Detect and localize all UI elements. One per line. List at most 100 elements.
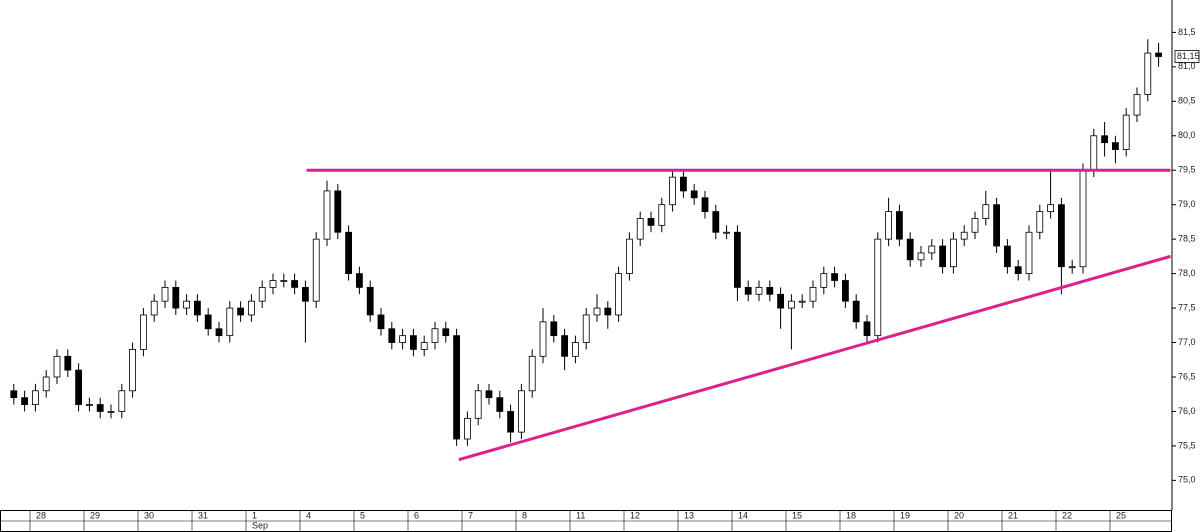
candle-body: [172, 286, 180, 309]
candle-body: [712, 211, 720, 233]
y-tick-label: 78,0: [1178, 268, 1196, 278]
candle-body: [701, 197, 709, 212]
candle-body: [636, 218, 644, 240]
candle-body: [798, 300, 806, 303]
candle-body: [993, 204, 1000, 247]
y-tick-label: 77,0: [1178, 337, 1196, 347]
candle-body: [896, 211, 903, 240]
y-tick-label: 79,5: [1178, 165, 1196, 175]
candle-body: [269, 280, 277, 288]
y-tick-label: 75,0: [1178, 475, 1196, 485]
candle-body: [539, 321, 547, 357]
candle-body: [42, 376, 50, 392]
y-tick-label: 81,0: [1178, 61, 1196, 71]
candle-body: [550, 321, 558, 337]
candle-body: [1068, 266, 1076, 269]
candle-body: [1036, 211, 1044, 233]
candle-body: [86, 404, 93, 406]
candle-body: [496, 397, 504, 412]
x-tick-label: 15: [792, 510, 802, 520]
candle-body: [301, 286, 309, 302]
candle-body: [453, 335, 461, 440]
candle-body: [96, 404, 104, 412]
y-tick-label: 75,5: [1178, 440, 1196, 450]
candle-body: [247, 300, 255, 316]
x-tick-label: 19: [900, 510, 910, 520]
y-tick-label: 81,5: [1178, 27, 1196, 37]
candle-body: [831, 273, 838, 281]
candle-body: [150, 300, 158, 316]
candle-body: [820, 273, 828, 288]
candle-body: [204, 314, 212, 330]
candle-body: [215, 328, 223, 337]
candle-body: [507, 411, 515, 433]
y-tick-label: 80,5: [1178, 96, 1196, 106]
candle-body: [809, 286, 817, 302]
candle-body: [32, 390, 39, 405]
candle-body: [842, 280, 849, 302]
candle-body: [10, 390, 18, 399]
x-tick-label: 30: [144, 510, 154, 520]
candle-body: [355, 273, 363, 288]
candle-body: [1144, 52, 1152, 95]
candle-body: [615, 273, 622, 316]
candle-body: [312, 238, 320, 302]
candle-body: [193, 300, 201, 316]
candle-body: [139, 314, 147, 350]
candle-body: [680, 176, 687, 192]
y-tick-label: 77,5: [1178, 302, 1196, 312]
candle-body: [1112, 142, 1119, 150]
x-tick-label: 14: [738, 510, 748, 520]
x-tick-label: 1: [252, 510, 257, 520]
candle-body: [161, 286, 169, 302]
candle-body: [53, 355, 61, 378]
y-tick-label: 76,0: [1178, 406, 1196, 416]
candle-body: [593, 307, 601, 316]
candle-body: [75, 369, 82, 405]
candle-body: [237, 307, 245, 316]
candle-body: [1155, 52, 1162, 57]
x-tick-label: 28: [36, 510, 46, 520]
candle-body: [366, 286, 374, 316]
candle-body: [874, 238, 882, 337]
candle-body: [183, 300, 191, 309]
x-tick-label: 6: [414, 510, 419, 520]
x-tick-label: 4: [306, 510, 311, 520]
candle-body: [572, 342, 579, 357]
trend-line: [458, 254, 1171, 462]
candle-body: [280, 280, 288, 282]
candle-body: [388, 328, 396, 343]
candle-body: [463, 417, 471, 440]
candle-body: [1122, 114, 1130, 150]
candle-body: [950, 238, 957, 268]
candle-body: [971, 218, 979, 233]
last-price-box: [1174, 50, 1200, 63]
candle-body: [604, 307, 612, 316]
candle-body: [323, 190, 331, 240]
candle-body: [334, 190, 342, 233]
candle-body: [1025, 231, 1033, 275]
candle-body: [431, 328, 439, 343]
candle-body: [1058, 204, 1065, 268]
candle-body: [647, 218, 655, 226]
candle-body: [690, 190, 698, 199]
candle-body: [960, 231, 968, 240]
candle-body: [788, 300, 795, 309]
candle-body: [1047, 204, 1054, 212]
candle-body: [561, 335, 568, 357]
candle-body: [64, 355, 72, 371]
candle-body: [258, 286, 266, 302]
x-tick-label: 8: [522, 510, 527, 520]
x-tick-label: 21: [1008, 510, 1018, 520]
candle-body: [129, 349, 137, 392]
candle-body: [755, 286, 763, 295]
candle-body: [1014, 266, 1022, 275]
y-tick-label: 80,0: [1178, 130, 1196, 140]
candle-body: [226, 307, 234, 337]
x-tick-label: 18: [846, 510, 856, 520]
candle-body: [345, 231, 353, 275]
x-tick-label: 5: [360, 510, 365, 520]
candle-body: [474, 390, 482, 419]
